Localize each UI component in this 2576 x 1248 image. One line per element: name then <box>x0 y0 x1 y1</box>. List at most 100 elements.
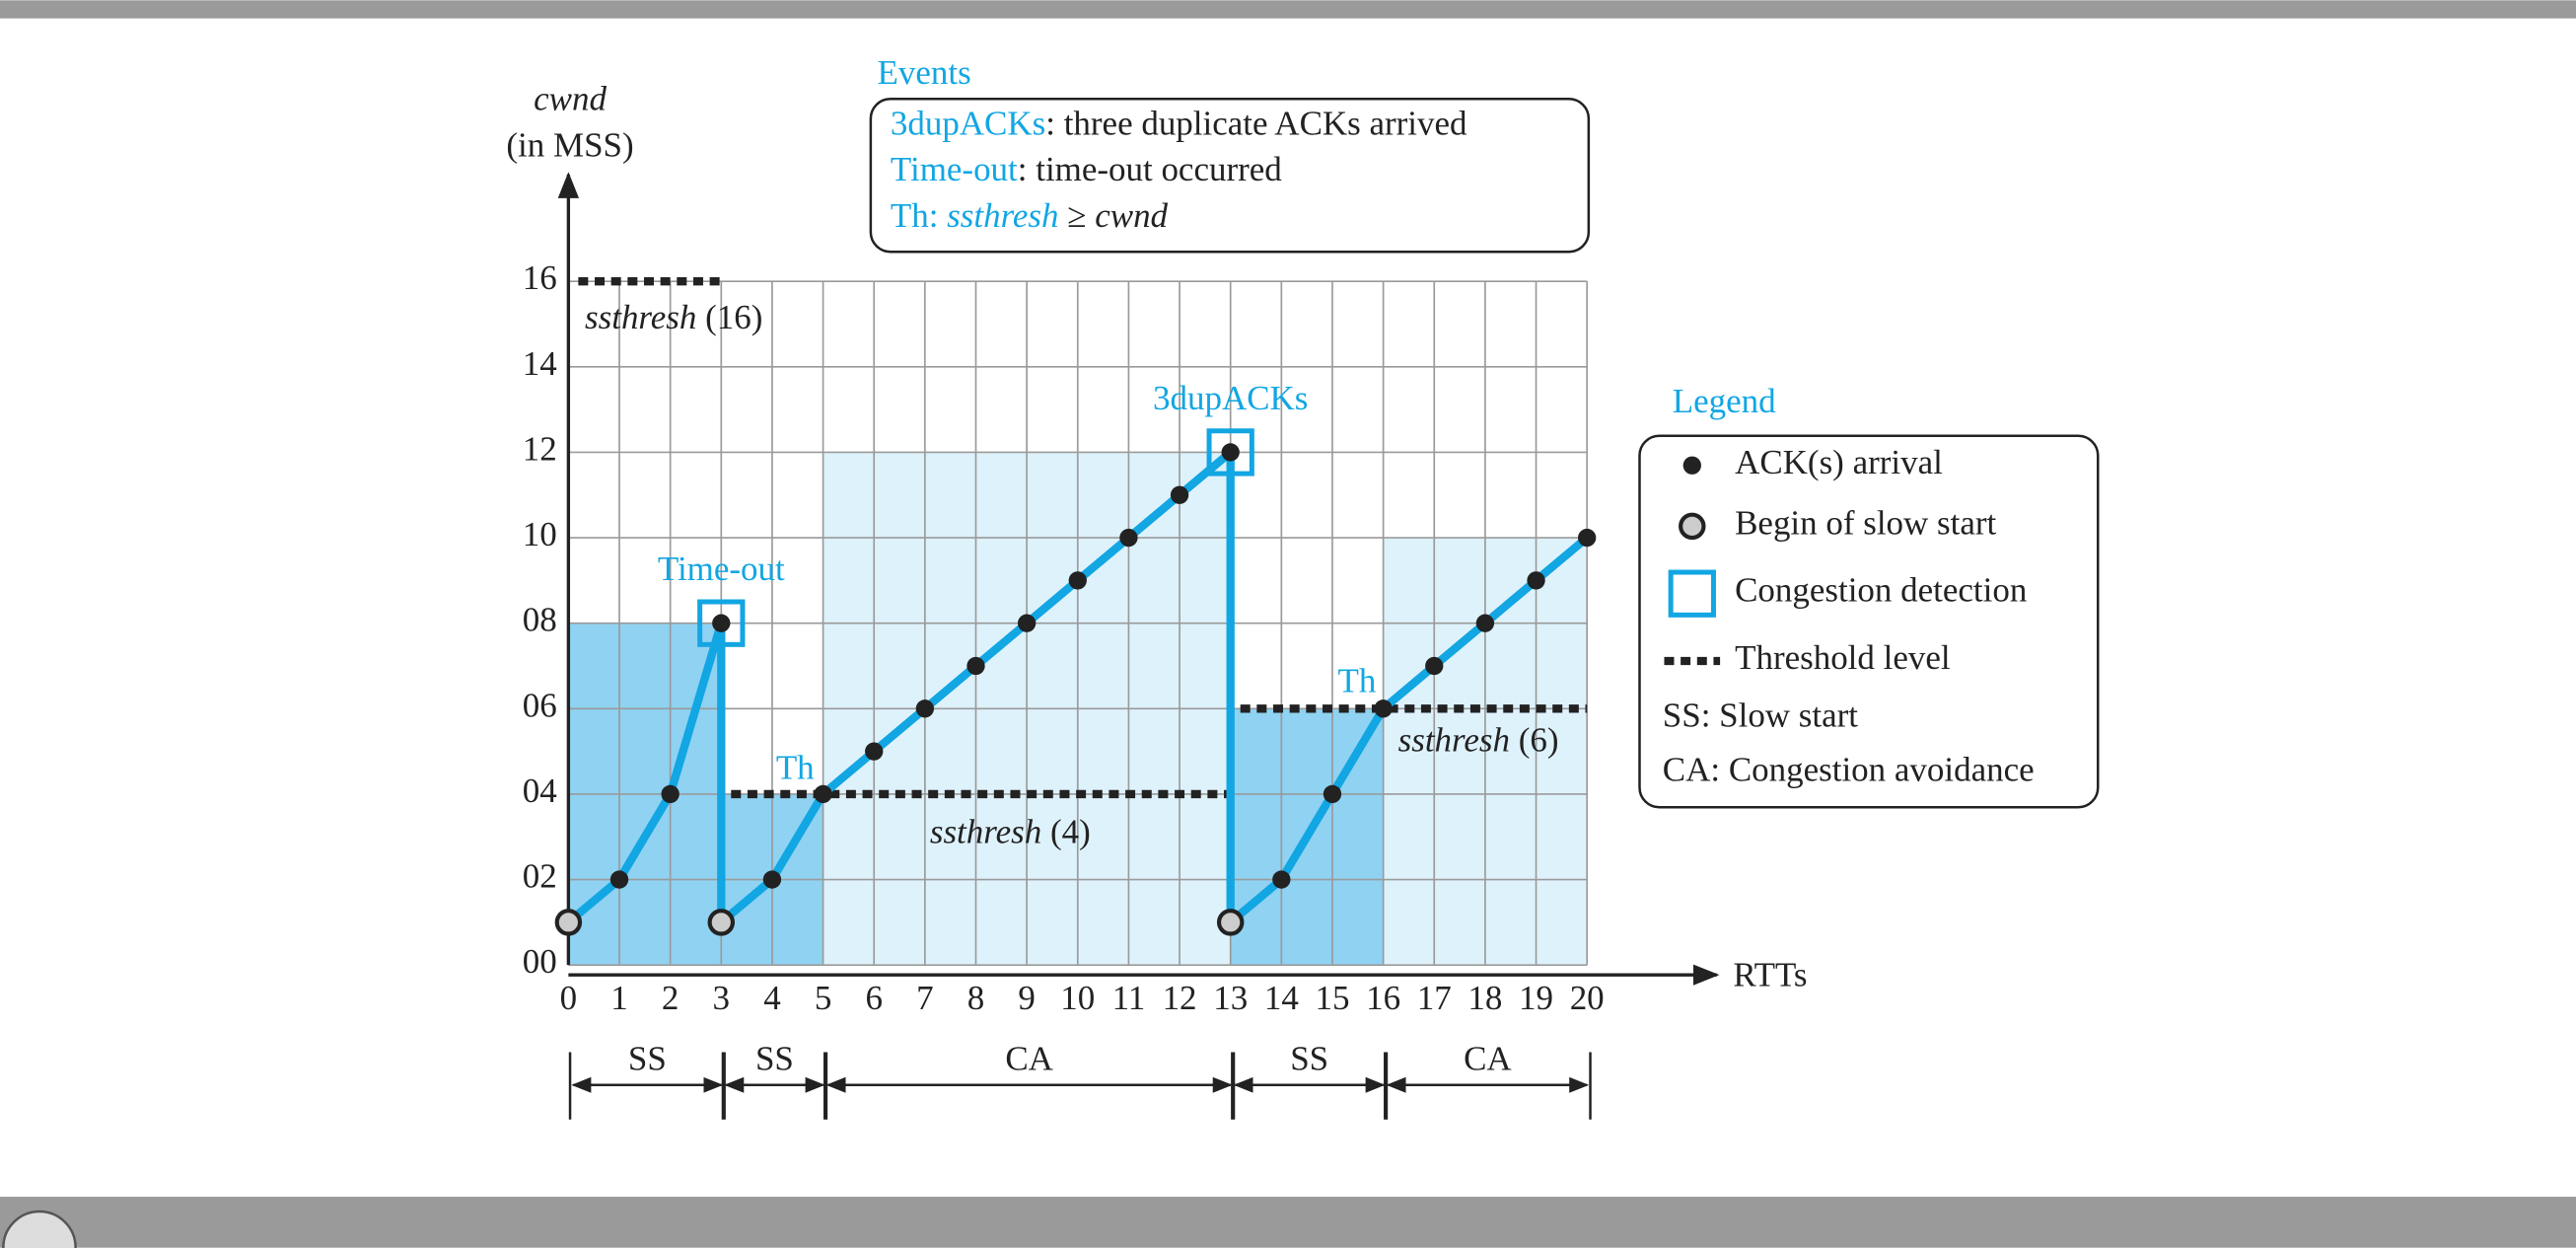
x-tick-label: 15 <box>1315 979 1349 1017</box>
congestion-label: Time-out <box>658 550 785 588</box>
threshold-label: ssthresh (6) <box>1398 720 1559 759</box>
events-rule: Th: ssthresh ≥ cwnd <box>891 196 1169 235</box>
x-tick-label: 19 <box>1519 979 1553 1017</box>
x-tick-label: 18 <box>1467 979 1502 1017</box>
rule-right: cwnd <box>1095 196 1168 235</box>
ack-point <box>1170 485 1189 504</box>
phase-label: SS <box>755 1039 794 1077</box>
x-tick-label: 20 <box>1570 979 1605 1017</box>
rule-op: ≥ <box>1067 196 1086 235</box>
x-tick-label: 4 <box>763 979 780 1017</box>
y-tick-label: 08 <box>523 601 557 639</box>
x-axis-label: RTTs <box>1733 956 1807 994</box>
threshold-name: ssthresh <box>1398 720 1510 759</box>
y-tick-label: 04 <box>523 771 557 810</box>
ack-point <box>814 784 832 804</box>
event-text: : three duplicate ACKs arrived <box>1045 105 1467 143</box>
ack-point <box>1425 656 1444 676</box>
event-key: Time-out <box>891 150 1018 188</box>
x-tick-label: 11 <box>1112 979 1146 1017</box>
x-tick-label: 9 <box>1018 979 1035 1017</box>
ack-point <box>609 870 629 889</box>
y-tick-label: 02 <box>523 857 557 896</box>
phase-label: SS <box>628 1039 667 1077</box>
ack-point <box>1578 528 1597 548</box>
threshold-value: (6) <box>1519 720 1559 759</box>
legend-label: ACK(s) arrival <box>1735 443 1943 481</box>
x-tick-label: 13 <box>1213 979 1248 1017</box>
y-axis-label: cwnd <box>534 80 607 118</box>
legend-label: CA: Congestion avoidance <box>1663 750 2035 788</box>
slow-start-point <box>554 909 583 936</box>
congestion-square <box>1206 428 1254 477</box>
ack-point <box>1272 870 1291 889</box>
ack-point <box>1068 571 1087 590</box>
phase-label: CA <box>1464 1039 1512 1077</box>
ack-point <box>1119 528 1138 548</box>
y-axis-unit: (in MSS) <box>506 125 633 164</box>
ack-point <box>712 614 731 632</box>
legend-label: SS: Slow start <box>1663 696 1858 734</box>
top-bar <box>0 0 2576 19</box>
y-tick-label: 00 <box>523 942 557 981</box>
y-tick-label: 10 <box>523 515 557 553</box>
x-tick-label: 14 <box>1264 979 1299 1017</box>
y-tick-label: 16 <box>523 258 557 297</box>
legend-title: Legend <box>1673 382 1776 420</box>
threshold-mark: Th <box>776 749 815 787</box>
threshold-label: ssthresh (16) <box>585 298 762 336</box>
rule-left: ssthresh <box>947 196 1058 235</box>
x-tick-label: 7 <box>916 979 933 1017</box>
x-tick-label: 8 <box>967 979 984 1017</box>
slow-start-point <box>707 909 736 936</box>
legend-label: Begin of slow start <box>1735 503 1996 542</box>
legend-label: Threshold level <box>1735 638 1951 677</box>
y-tick-label: 06 <box>523 686 557 724</box>
threshold-name: ssthresh <box>585 298 696 336</box>
legend-label: Congestion detection <box>1735 571 2027 610</box>
x-tick-label: 0 <box>560 979 577 1017</box>
legend-box <box>1638 434 2100 809</box>
ack-point <box>1221 443 1240 462</box>
ack-point <box>1475 614 1495 632</box>
ack-point <box>762 870 782 889</box>
legend-symbol-circle <box>1679 512 1706 541</box>
threshold-mark: Th <box>1338 661 1377 699</box>
ack-point <box>865 742 884 761</box>
x-tick-label: 5 <box>815 979 831 1017</box>
bottom-bar <box>0 1197 2576 1248</box>
rule-key: Th: <box>891 196 939 235</box>
threshold-name: ssthresh <box>930 813 1041 851</box>
x-tick-label: 10 <box>1060 979 1095 1017</box>
x-tick-label: 17 <box>1417 979 1452 1017</box>
event-text: : time-out occurred <box>1018 150 1283 188</box>
congestion-label: 3dupACKs <box>1153 379 1308 417</box>
threshold-label: ssthresh (4) <box>930 813 1091 851</box>
events-box <box>869 98 1591 254</box>
legend-symbol-square <box>1668 569 1716 618</box>
ack-point <box>661 784 680 804</box>
threshold-value: (4) <box>1050 813 1091 851</box>
threshold-value: (16) <box>705 298 762 336</box>
x-tick-label: 12 <box>1163 979 1197 1017</box>
ack-point <box>1527 571 1545 590</box>
event-key: 3dupACKs <box>891 105 1045 143</box>
event-item: 3dupACKs: three duplicate ACKs arrived <box>891 105 1467 143</box>
ack-point <box>1323 784 1342 804</box>
x-tick-label: 6 <box>865 979 882 1017</box>
ack-point <box>915 699 935 718</box>
legend-symbol-dot <box>1682 456 1701 475</box>
event-item: Time-out: time-out occurred <box>891 150 1282 188</box>
phase-label: CA <box>1005 1039 1053 1077</box>
slow-start-point <box>1216 909 1245 936</box>
y-tick-label: 12 <box>523 429 557 468</box>
ack-point <box>966 656 985 676</box>
events-title: Events <box>878 53 971 92</box>
y-tick-label: 14 <box>523 344 557 383</box>
x-tick-label: 16 <box>1366 979 1400 1017</box>
congestion-square <box>697 599 746 647</box>
phase-label: SS <box>1290 1039 1328 1077</box>
ack-point <box>1374 699 1393 718</box>
